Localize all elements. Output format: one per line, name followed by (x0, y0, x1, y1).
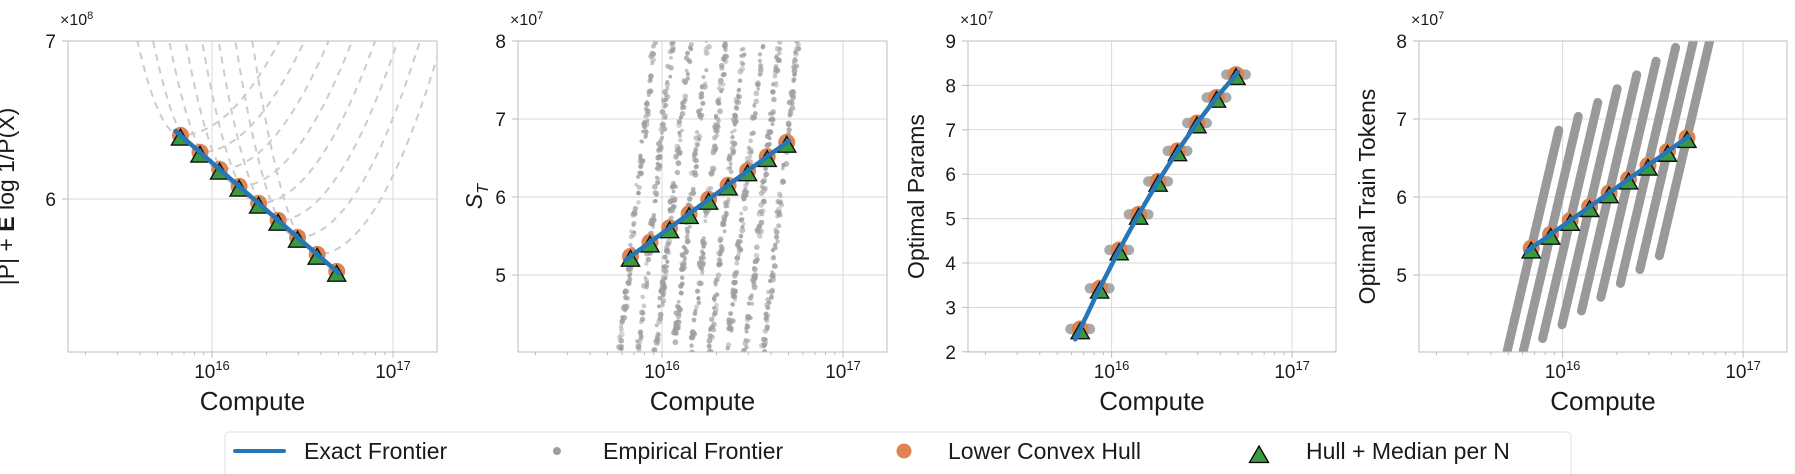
svg-text:Compute: Compute (200, 386, 306, 416)
svg-text:5: 5 (1396, 266, 1407, 287)
svg-text:8: 8 (495, 32, 506, 53)
svg-text:5: 5 (495, 266, 506, 287)
svg-text:Optimal Train Tokens: Optimal Train Tokens (1354, 89, 1380, 305)
svg-text:8: 8 (945, 76, 956, 97)
svg-text:7: 7 (495, 110, 506, 131)
svg-text:Compute: Compute (1099, 386, 1205, 416)
svg-text:5: 5 (945, 210, 956, 231)
svg-text:6: 6 (45, 190, 56, 211)
svg-text:7: 7 (945, 121, 956, 142)
svg-text:3: 3 (945, 298, 956, 319)
svg-text:7: 7 (1396, 110, 1407, 131)
svg-text:Compute: Compute (1550, 386, 1656, 416)
svg-text:7: 7 (45, 32, 56, 53)
svg-text:Compute: Compute (650, 386, 756, 416)
svg-text:Empirical Frontier: Empirical Frontier (603, 438, 784, 464)
svg-text:Lower Convex Hull: Lower Convex Hull (948, 438, 1141, 464)
svg-text:Exact Frontier: Exact Frontier (304, 438, 447, 464)
svg-text:Optimal Params: Optimal Params (903, 114, 929, 279)
svg-text:8: 8 (1396, 32, 1407, 53)
svg-text:Hull + Median per N: Hull + Median per N (1306, 438, 1510, 464)
svg-text:4: 4 (945, 254, 956, 275)
svg-text:|P| + E log 1/P(X): |P| + E log 1/P(X) (0, 108, 19, 286)
svg-text:6: 6 (1396, 188, 1407, 209)
svg-text:9: 9 (945, 32, 956, 53)
svg-text:6: 6 (495, 188, 506, 209)
svg-text:2: 2 (945, 343, 956, 364)
svg-text:6: 6 (945, 165, 956, 186)
